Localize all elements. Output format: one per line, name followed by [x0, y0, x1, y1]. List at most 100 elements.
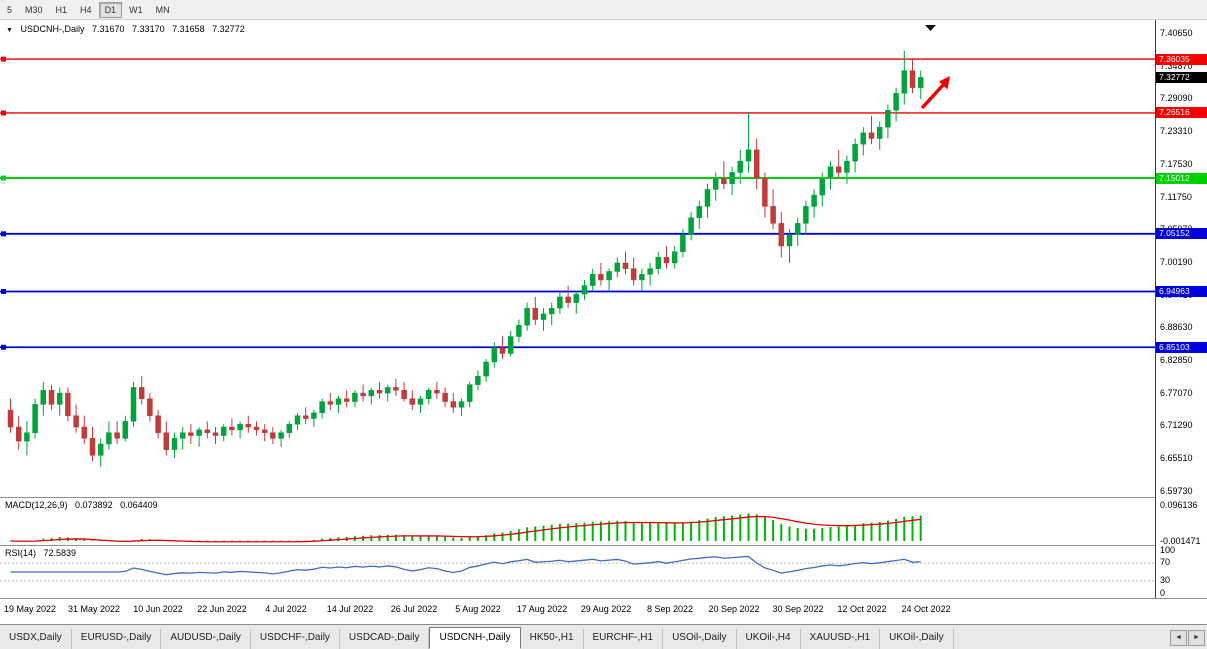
- timeframe-button-mn[interactable]: MN: [150, 2, 176, 18]
- horizontal-line[interactable]: [0, 56, 1155, 62]
- candle: [655, 251, 662, 275]
- candle: [89, 427, 96, 461]
- candle: [294, 412, 301, 430]
- candle: [270, 427, 276, 445]
- tab-usoil-daily[interactable]: USOil-,Daily: [663, 629, 737, 649]
- candle: [893, 87, 899, 122]
- candle: [671, 246, 678, 269]
- candle: [106, 421, 112, 450]
- timeframe-button-m30[interactable]: M30: [19, 2, 49, 18]
- candle: [614, 257, 621, 278]
- price-axis-label: 7.40650: [1160, 28, 1193, 38]
- candle: [368, 387, 375, 405]
- tab-xauusd-h1[interactable]: XAUUSD-,H1: [801, 629, 881, 649]
- chart-area: ▼ USDCNH-,Daily 7.31670 7.33170 7.31658 …: [0, 20, 1155, 497]
- tab-eurchf-h1[interactable]: EURCHF-,H1: [584, 629, 664, 649]
- date-label: 29 Aug 2022: [580, 604, 632, 614]
- tab-ukoil-daily[interactable]: UKOil-,Daily: [880, 629, 954, 649]
- candle: [770, 189, 776, 230]
- tab-hk50-h1[interactable]: HK50-,H1: [521, 629, 584, 649]
- candle: [212, 427, 219, 445]
- macd-chart: [9, 513, 922, 543]
- candle: [745, 113, 752, 173]
- date-label: 5 Aug 2022: [455, 604, 501, 614]
- candle: [696, 200, 703, 230]
- candle: [73, 404, 79, 433]
- macd-indicator-name: MACD(12,26,9): [5, 500, 68, 510]
- rsi-indicator-name: RSI(14): [5, 548, 37, 558]
- horizontal-line[interactable]: [0, 344, 1155, 350]
- horizontal-line[interactable]: [0, 231, 1155, 237]
- candle: [548, 302, 555, 326]
- timeframe-button-5[interactable]: 5: [1, 2, 18, 18]
- price-axis-label: 7.34870: [1160, 60, 1193, 71]
- horizontal-line[interactable]: [0, 110, 1155, 116]
- candle: [229, 418, 235, 436]
- rsi-axis-label: 100: [1160, 545, 1176, 555]
- candle: [573, 291, 580, 314]
- rsi-axis-label: 70: [1160, 557, 1171, 568]
- candle: [786, 229, 793, 263]
- macd-axis-label: -0.001471: [1160, 535, 1201, 546]
- chart-title: ▼ USDCNH-,Daily 7.31670 7.33170 7.31658 …: [6, 24, 250, 34]
- candle: [491, 342, 498, 368]
- candle: [557, 291, 563, 314]
- ohlc-close: 7.32772: [212, 24, 245, 34]
- candle: [196, 427, 202, 447]
- price-axis-label: 7.29090: [1160, 93, 1193, 104]
- tab-usdchf-daily[interactable]: USDCHF-,Daily: [251, 629, 340, 649]
- candle: [434, 381, 440, 399]
- candle: [48, 384, 55, 411]
- price-axis-label: 6.65510: [1160, 453, 1193, 464]
- candle: [56, 387, 63, 416]
- candle: [540, 308, 547, 331]
- candle: [803, 200, 809, 235]
- chart-dropdown-icon[interactable]: ▼: [6, 27, 13, 34]
- date-label: 20 Sep 2022: [708, 604, 760, 614]
- rsi-chart: [0, 555, 1155, 582]
- candle: [622, 251, 629, 275]
- rsi-axis-label: 0: [1160, 588, 1166, 598]
- tab-scroll-left-icon[interactable]: ◄: [1170, 630, 1187, 646]
- timeframe-button-d1[interactable]: D1: [98, 1, 123, 18]
- tab-ukoil-h4[interactable]: UKOil-,H4: [737, 629, 801, 649]
- candle: [721, 161, 727, 190]
- price-badge: 6.85103: [1156, 341, 1207, 353]
- rsi-axis-label: 30: [1160, 574, 1171, 585]
- tab-scroll-right-icon[interactable]: ►: [1188, 630, 1205, 646]
- candle: [565, 285, 571, 309]
- price-badge: 7.26516: [1156, 107, 1207, 119]
- price-axis-label: 7.23310: [1160, 126, 1193, 137]
- horizontal-line[interactable]: [0, 175, 1155, 181]
- candle: [729, 166, 735, 196]
- macd-signal-line: [10, 515, 921, 543]
- date-label: 17 Aug 2022: [516, 604, 568, 614]
- candle: [204, 421, 211, 439]
- tab-usdx-daily[interactable]: USDX,Daily: [0, 629, 72, 649]
- candle: [401, 381, 407, 402]
- candle: [286, 421, 293, 439]
- ohlc-low: 7.31658: [172, 24, 205, 34]
- date-label: 26 Jul 2022: [390, 604, 438, 614]
- timeframe-toolbar: 5 M30 H1 H4 D1 W1 MN: [0, 0, 1207, 20]
- tab-usdcad-daily[interactable]: USDCAD-,Daily: [340, 629, 430, 649]
- chart-shift-marker-icon[interactable]: [925, 25, 936, 31]
- tab-usdcnh-daily[interactable]: USDCNH-,Daily: [429, 627, 521, 649]
- timeframe-button-h1[interactable]: H1: [50, 2, 74, 18]
- candle: [630, 257, 637, 286]
- ohlc-open: 7.31670: [91, 24, 125, 34]
- candle: [319, 398, 325, 419]
- timeframe-button-w1[interactable]: W1: [123, 2, 149, 18]
- candle: [335, 395, 342, 413]
- tab-eurusd-daily[interactable]: EURUSD-,Daily: [72, 629, 162, 649]
- rsi-panel: RSI(14) 72.5839: [0, 545, 1155, 598]
- timeframe-button-h4[interactable]: H4: [74, 2, 98, 18]
- candle: [712, 172, 719, 201]
- candle: [24, 421, 30, 456]
- candle: [860, 127, 867, 156]
- tab-audusd-daily[interactable]: AUDUSD-,Daily: [161, 629, 251, 649]
- candle: [450, 393, 457, 413]
- trend-arrow[interactable]: [920, 76, 950, 110]
- horizontal-line[interactable]: [0, 288, 1155, 294]
